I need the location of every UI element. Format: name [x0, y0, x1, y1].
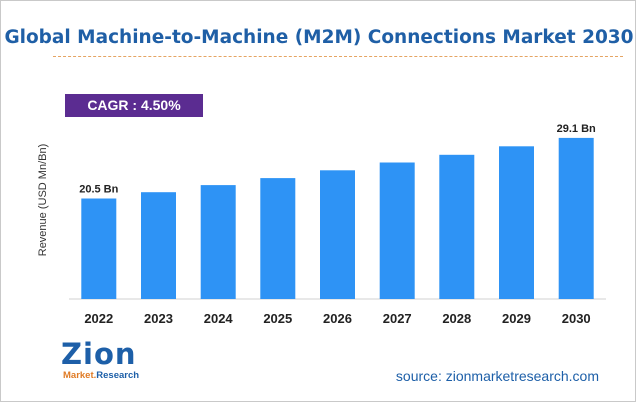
bar-2022 [81, 198, 117, 299]
bar-2029 [499, 146, 534, 299]
x-tick-label-2024: 2024 [204, 311, 234, 326]
x-tick-label-2025: 2025 [263, 311, 292, 326]
bar-2024 [200, 185, 236, 299]
bar-2028 [439, 154, 475, 299]
logo-sub-research: Research [96, 370, 140, 381]
x-tick-label-2022: 2022 [84, 311, 113, 326]
source-text: source: zionmarketresearch.com [395, 368, 599, 384]
bar-2025 [260, 178, 296, 299]
bar-2030 [558, 137, 594, 299]
x-tick-label-2027: 2027 [383, 311, 412, 326]
y-axis-label: Revenue (USD Mn/Bn) [37, 143, 49, 257]
data-label-2022: 20.5 Bn [79, 184, 118, 196]
logo-sub-market: Market. [63, 370, 97, 381]
x-tick-label-2030: 2030 [562, 311, 591, 326]
cagr-badge: CAGR : 4.50% [65, 94, 203, 117]
logo-subtitle: Market.Research [63, 370, 139, 381]
data-label-2030: 29.1 Bn [557, 123, 596, 135]
x-tick-label-2026: 2026 [323, 311, 352, 326]
zion-logo: Zion Market.Research [61, 338, 151, 388]
title-divider [53, 56, 623, 57]
bar-2023 [141, 192, 176, 299]
bar-2027 [379, 162, 415, 299]
bar-2026 [320, 170, 355, 299]
x-tick-label-2023: 2023 [144, 311, 173, 326]
chart-title: Global Machine-to-Machine (M2M) Connecti… [4, 27, 634, 48]
logo-wordmark: Zion [61, 337, 137, 371]
x-tick-label-2029: 2029 [502, 311, 531, 326]
x-tick-label-2028: 2028 [442, 311, 471, 326]
